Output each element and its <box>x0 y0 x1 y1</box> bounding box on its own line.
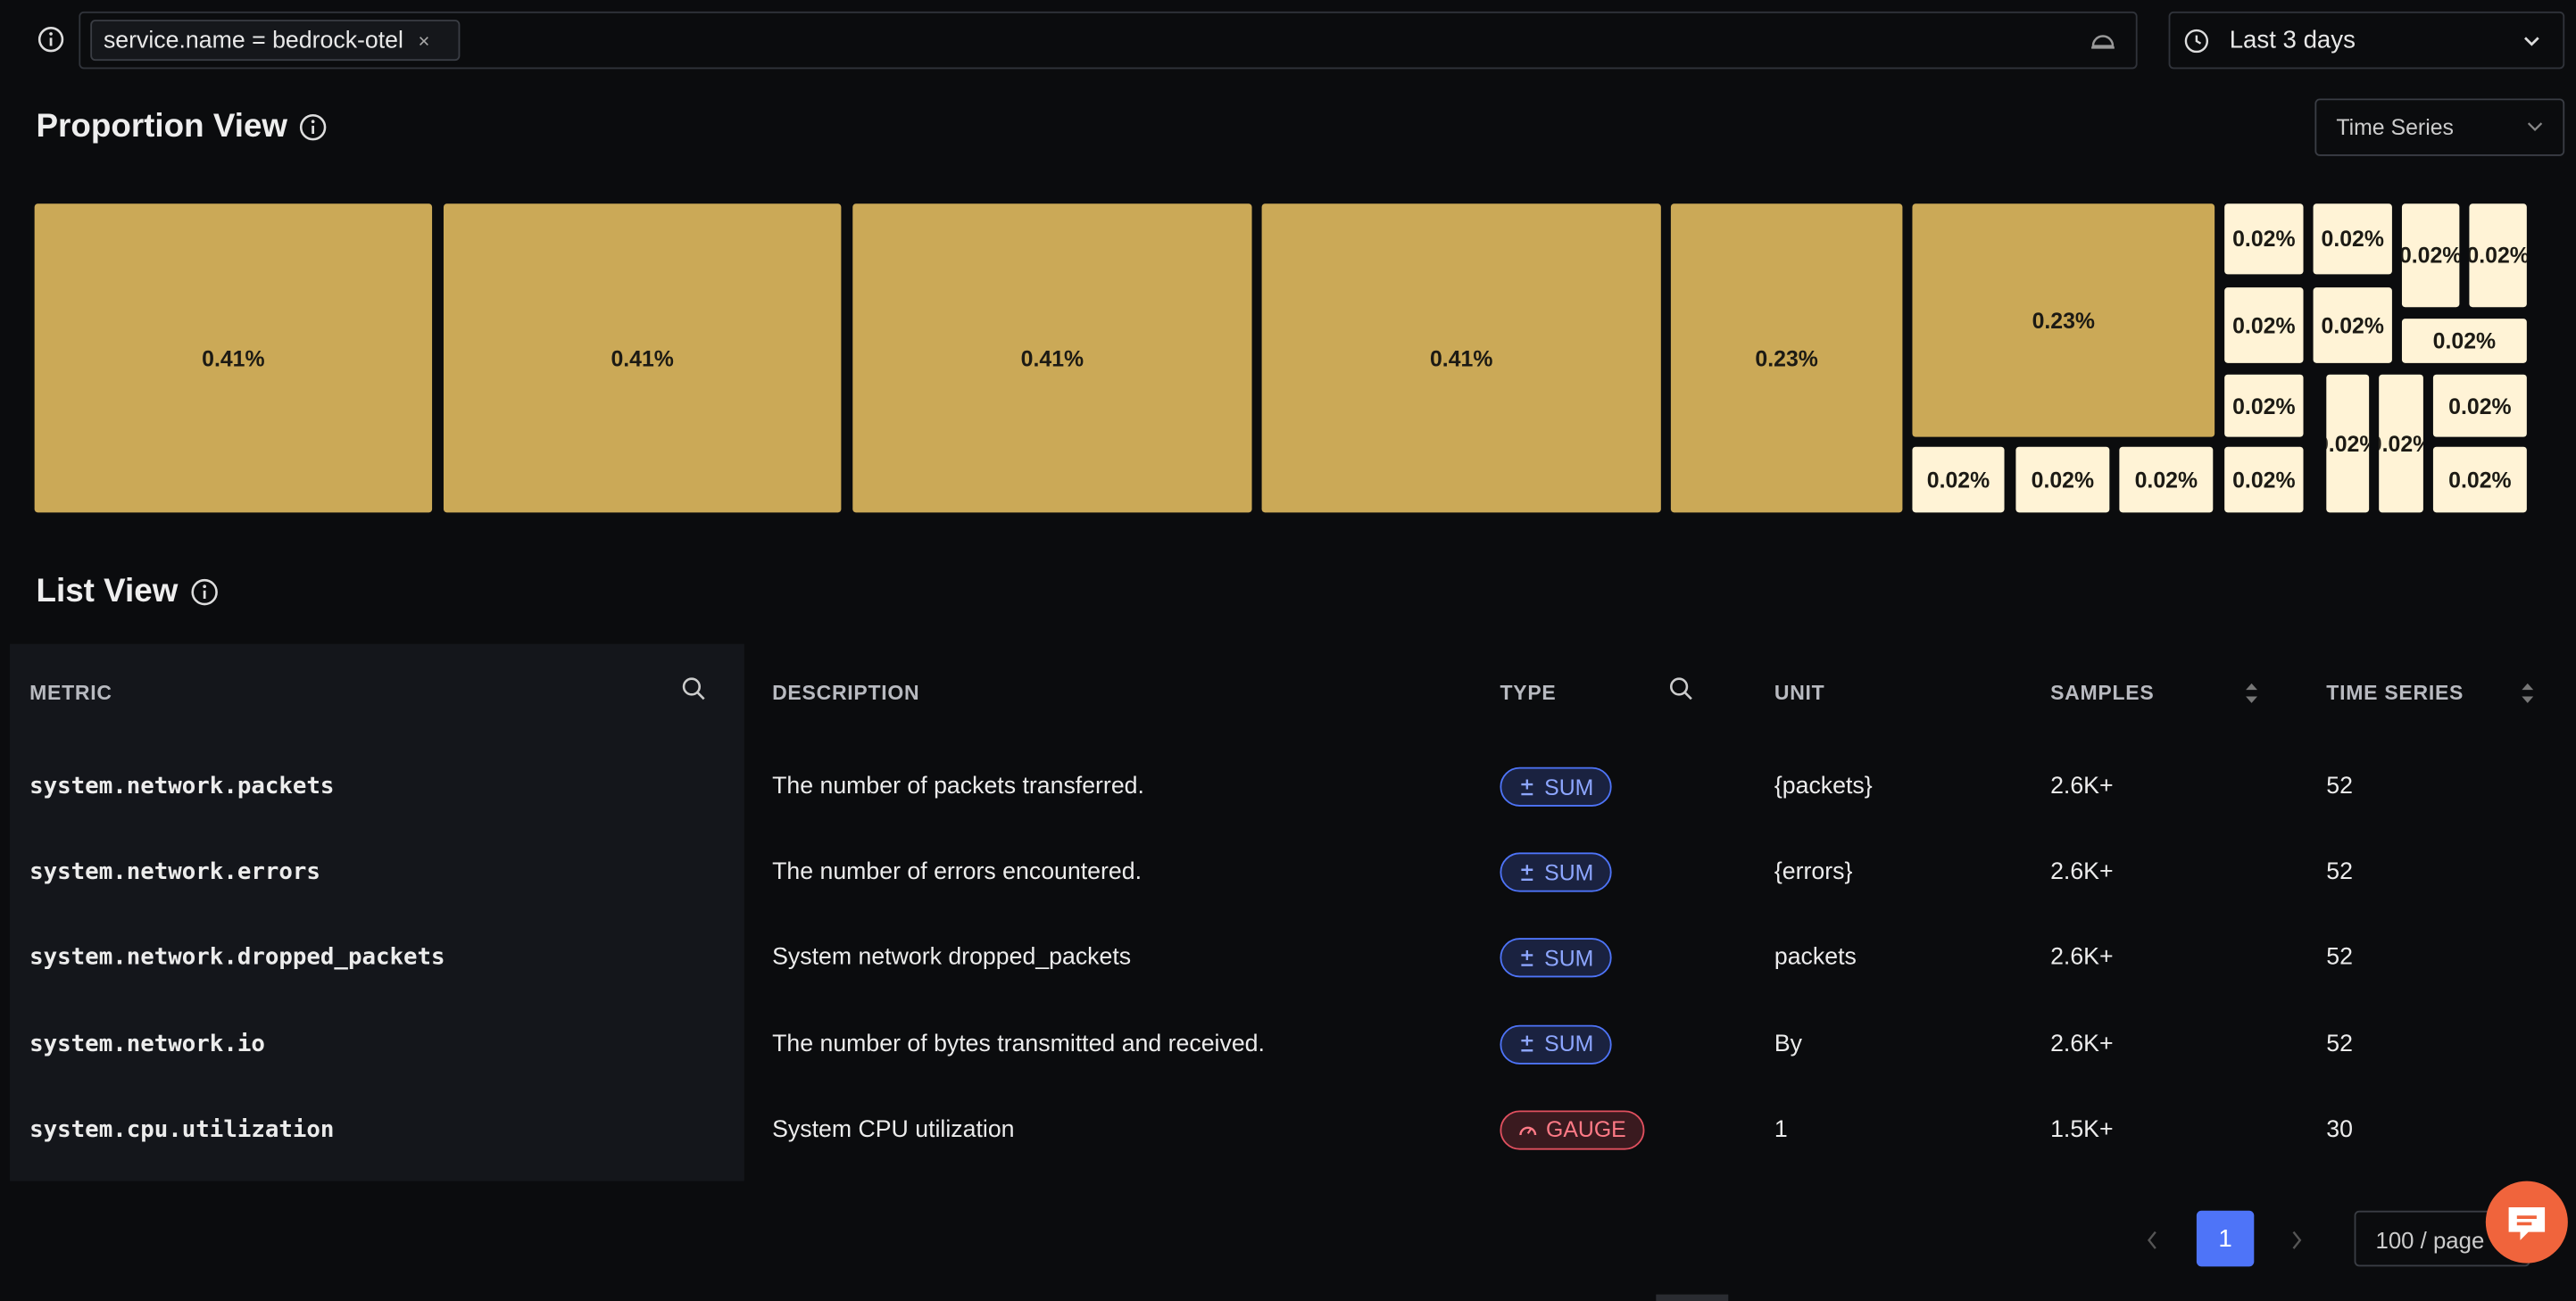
treemap-tile[interactable]: 0.02% <box>2432 374 2527 437</box>
info-icon[interactable] <box>191 578 219 606</box>
treemap-tile[interactable]: 0.02% <box>2015 446 2110 513</box>
cell: {errors} <box>1774 859 1853 886</box>
cell: System CPU utilization <box>772 1116 1015 1143</box>
section-title: List View <box>36 573 179 609</box>
cell: 30 <box>2326 1116 2353 1143</box>
treemap-tile[interactable]: 0.23% <box>1912 203 2215 437</box>
treemap-tile[interactable]: 0.02% <box>2119 446 2214 513</box>
type-text: SUM <box>1544 860 1594 885</box>
clock-icon <box>2184 29 2209 54</box>
treemap-tile[interactable]: 0.02% <box>2313 203 2392 275</box>
time-picker[interactable]: Last 3 days <box>2168 11 2565 70</box>
current-page[interactable]: 1 <box>2196 1210 2255 1267</box>
sum-icon <box>1521 778 1533 795</box>
metric-name[interactable]: system.cpu.utilization <box>29 1116 335 1143</box>
column-header: UNIT <box>1774 681 1825 705</box>
cell: 52 <box>2326 859 2353 886</box>
treemap-tile[interactable]: 0.02% <box>2401 203 2460 308</box>
type-badge: SUM <box>1500 852 1612 892</box>
treemap-tile[interactable]: 0.02% <box>2469 203 2527 308</box>
treemap-tile[interactable]: 0.02% <box>2326 374 2370 513</box>
save-icon[interactable] <box>2090 28 2115 51</box>
type-badge: GAUGE <box>1500 1110 1645 1150</box>
cell: 52 <box>2326 774 2353 800</box>
treemap-tile[interactable]: 0.41% <box>443 203 842 513</box>
metric-name[interactable]: system.network.dropped_packets <box>29 945 445 972</box>
type-badge: SUM <box>1500 938 1612 979</box>
cell: packets <box>1774 945 1857 972</box>
cell: 2.6K+ <box>2050 859 2114 886</box>
type-text: GAUGE <box>1546 1117 1626 1142</box>
chevron <box>2524 37 2539 46</box>
metric-name[interactable]: system.network.errors <box>29 859 320 886</box>
type-badge: SUM <box>1500 767 1612 807</box>
type-text: SUM <box>1544 946 1594 971</box>
cell: 2.6K+ <box>2050 945 2114 972</box>
treemap-tile[interactable]: 0.02% <box>2224 374 2304 437</box>
sort-icon[interactable] <box>2520 682 2535 705</box>
scrollbar <box>1656 1294 1729 1301</box>
view-dropdown[interactable]: Time Series <box>2314 98 2565 156</box>
cell: The number of errors encountered. <box>772 859 1142 886</box>
treemap-tile[interactable]: 0.02% <box>2432 446 2527 513</box>
cell: By <box>1774 1031 1802 1057</box>
column-header: TYPE <box>1500 681 1557 705</box>
next-page[interactable] <box>2290 1231 2304 1250</box>
metric-name[interactable]: system.network.io <box>29 1031 265 1057</box>
chip-remove[interactable]: × <box>418 29 430 52</box>
cell: 2.6K+ <box>2050 1031 2114 1057</box>
treemap-tile[interactable]: 0.23% <box>1670 203 1903 513</box>
type-text: SUM <box>1544 1032 1594 1057</box>
cell: 2.6K+ <box>2050 774 2114 800</box>
info-icon[interactable] <box>37 26 64 53</box>
sort-icon[interactable] <box>2244 682 2259 705</box>
cell: 1 <box>1774 1116 1788 1143</box>
cell: 52 <box>2326 1031 2353 1057</box>
info-icon[interactable] <box>299 113 327 141</box>
dropdown-text: Time Series <box>2336 114 2454 140</box>
chevron <box>2527 122 2543 131</box>
prev-page[interactable] <box>2146 1231 2159 1250</box>
filter-chip-text: service.name = bedrock-otel <box>103 27 403 54</box>
page-size[interactable]: 100 / page <box>2354 1210 2530 1267</box>
chat-button[interactable] <box>2484 1180 2570 1265</box>
column-header: SAMPLES <box>2050 681 2155 705</box>
treemap-tile[interactable]: 0.02% <box>1912 446 2005 513</box>
metric-column-bg <box>10 643 744 1181</box>
treemap-tile[interactable]: 0.41% <box>1261 203 1661 513</box>
time-range: Last 3 days <box>2229 26 2356 54</box>
cell: The number of packets transferred. <box>772 774 1144 800</box>
column-header: METRIC <box>29 681 112 705</box>
treemap-tile[interactable]: 0.02% <box>2313 287 2392 363</box>
treemap-tile[interactable]: 0.41% <box>34 203 433 513</box>
type-text: SUM <box>1544 774 1594 800</box>
sum-icon <box>1521 949 1533 966</box>
filter-chip[interactable]: service.name = bedrock-otel × <box>90 20 461 62</box>
sum-icon <box>1521 864 1533 881</box>
filter-input[interactable] <box>79 11 2138 70</box>
section-title: Proportion View <box>36 108 288 145</box>
column-header: TIME SERIES <box>2326 681 2464 705</box>
cell: 52 <box>2326 945 2353 972</box>
column-header: DESCRIPTION <box>772 681 920 705</box>
type-badge: SUM <box>1500 1023 1612 1065</box>
treemap-tile[interactable]: 0.02% <box>2224 203 2304 275</box>
cell: System network dropped_packets <box>772 945 1132 972</box>
treemap-tile[interactable]: 0.02% <box>2224 446 2304 513</box>
treemap-tile[interactable]: 0.02% <box>2401 319 2527 363</box>
metric-name[interactable]: system.network.packets <box>29 774 335 800</box>
search-icon[interactable] <box>1669 676 1694 701</box>
treemap-tile[interactable]: 0.02% <box>2379 374 2423 513</box>
search-icon[interactable] <box>682 676 707 701</box>
treemap-tile[interactable]: 0.41% <box>852 203 1252 513</box>
gauge-icon <box>1519 1127 1537 1136</box>
sum-icon <box>1521 1035 1533 1052</box>
cell: 1.5K+ <box>2050 1116 2114 1143</box>
treemap-tile[interactable]: 0.02% <box>2224 287 2304 363</box>
cell: The number of bytes transmitted and rece… <box>772 1031 1265 1057</box>
cell: {packets} <box>1774 774 1873 800</box>
